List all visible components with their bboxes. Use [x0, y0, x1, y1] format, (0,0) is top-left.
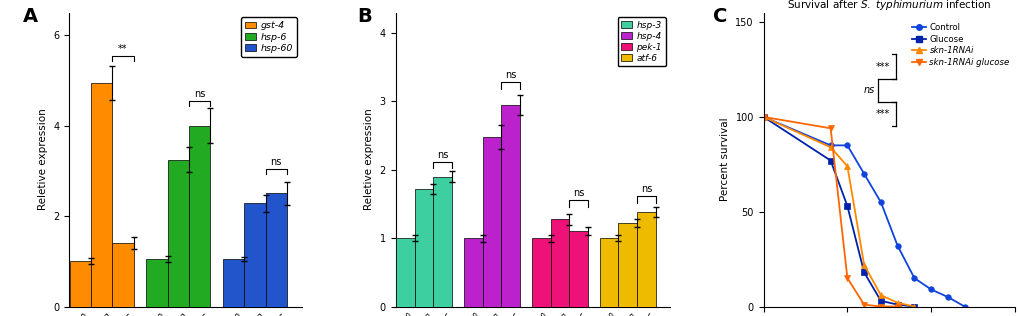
Bar [482, 137, 501, 307]
Bar [147, 259, 167, 307]
Bar [223, 259, 245, 307]
Bar [167, 160, 189, 307]
Bar [501, 105, 520, 307]
Bar [569, 231, 587, 307]
Bar [599, 238, 618, 307]
Bar [433, 177, 451, 307]
Bar [550, 219, 569, 307]
Text: **: ** [118, 44, 127, 54]
Bar [245, 204, 265, 307]
Text: ***: *** [875, 62, 890, 72]
Title: Survival after $\it{S.\ typhimurium}$ infection: Survival after $\it{S.\ typhimurium}$ in… [786, 0, 990, 12]
Legend: hsp-3, hsp-4, pek-1, atf-6: hsp-3, hsp-4, pek-1, atf-6 [616, 17, 665, 66]
Text: ns: ns [640, 184, 651, 194]
Y-axis label: Reletive expression: Reletive expression [364, 109, 374, 210]
Text: A: A [22, 7, 38, 26]
Bar [415, 189, 433, 307]
Bar [189, 126, 210, 307]
Text: ns: ns [504, 70, 516, 80]
Bar [618, 223, 637, 307]
Text: ns: ns [863, 85, 874, 95]
Bar [265, 193, 286, 307]
Bar [112, 243, 133, 307]
Text: ***: *** [875, 109, 890, 119]
Bar [531, 238, 550, 307]
Bar [395, 238, 415, 307]
Text: ns: ns [573, 188, 584, 198]
Text: ns: ns [194, 89, 205, 99]
Bar [637, 212, 655, 307]
Text: ns: ns [437, 149, 448, 160]
Y-axis label: Reletive expression: Reletive expression [38, 109, 48, 210]
Legend: gst-4, hsp-6, hsp-60: gst-4, hsp-6, hsp-60 [242, 17, 297, 57]
Bar [69, 261, 91, 307]
Text: B: B [357, 7, 372, 26]
Legend: Control, Glucose, skn-1RNAi, skn-1RNAi glucose: Control, Glucose, skn-1RNAi, skn-1RNAi g… [908, 20, 1012, 70]
Text: ns: ns [270, 157, 281, 167]
Text: C: C [712, 7, 727, 26]
Bar [91, 83, 112, 307]
Y-axis label: Percent survival: Percent survival [719, 118, 730, 201]
Bar [464, 238, 482, 307]
